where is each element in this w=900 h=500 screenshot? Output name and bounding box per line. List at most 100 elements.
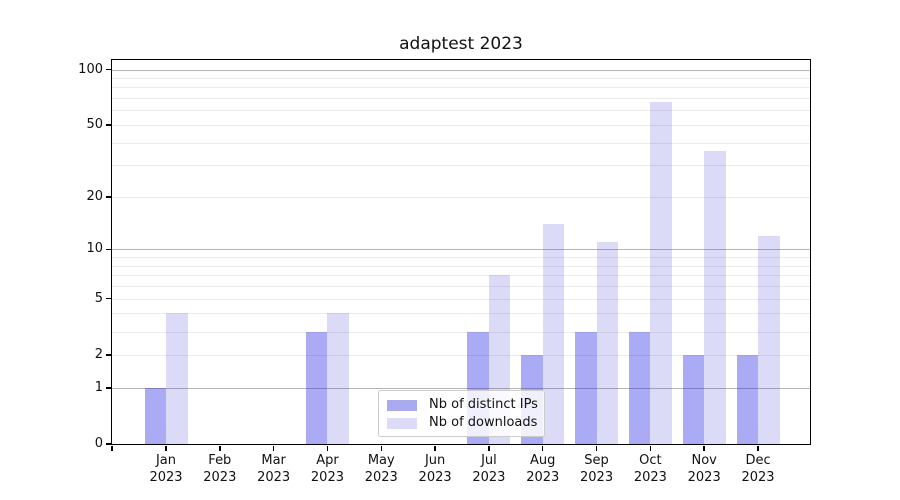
x-tick-mark [649, 445, 652, 451]
x-tick-mark [326, 445, 329, 451]
x-tick-label-month: Mar [261, 453, 286, 468]
bar-downloads [166, 313, 188, 444]
x-tick-label: Oct 2023 [622, 452, 678, 486]
x-tick-label: Aug 2023 [515, 452, 571, 486]
x-tick-mark [380, 445, 383, 451]
x-tick-label-year: 2023 [364, 470, 398, 485]
x-tick-label-year: 2023 [257, 470, 291, 485]
legend-swatch [387, 417, 417, 429]
chart-title: adaptest 2023 [399, 34, 523, 54]
x-tick-label: Sep 2023 [569, 452, 625, 486]
bar-downloads [704, 150, 726, 444]
major-gridline [112, 249, 810, 251]
y-tick-mark [105, 443, 111, 445]
y-tick-label: 100 [78, 61, 103, 77]
bar-distinct-ips [575, 331, 597, 444]
minor-gridline [112, 142, 810, 144]
x-tick-label-year: 2023 [310, 470, 344, 485]
x-tick-label: Feb 2023 [192, 452, 248, 486]
bar-downloads [758, 235, 780, 444]
x-tick-mark [703, 445, 705, 451]
y-tick-label: 2 [94, 346, 103, 362]
y-tick-mark [105, 68, 111, 71]
y-tick-mark [105, 297, 111, 300]
x-tick-label-year: 2023 [741, 470, 775, 485]
y-tick-label: 1 [94, 379, 103, 395]
legend-item: Nb of distinct IPs [387, 396, 538, 414]
x-tick-label-month: Apr [316, 453, 339, 468]
y-tick-mark [105, 248, 111, 251]
legend-swatch [387, 399, 417, 411]
legend: Nb of distinct IPs Nb of downloads [378, 390, 545, 437]
x-tick-label-month: Dec [745, 453, 771, 468]
minor-gridline [112, 257, 810, 259]
y-tick-mark [105, 124, 111, 126]
minor-gridline [112, 87, 810, 89]
minor-gridline [112, 196, 810, 198]
minor-gridline [112, 124, 810, 126]
x-tick-label: Dec 2023 [730, 452, 786, 486]
minor-gridline [112, 110, 810, 112]
bar-downloads [596, 242, 619, 444]
minor-gridline [112, 265, 810, 267]
y-tick-mark [105, 387, 111, 389]
bar-distinct-ips [682, 354, 705, 444]
x-tick-mark [165, 445, 167, 451]
bar-downloads [650, 101, 672, 444]
x-tick-mark [272, 445, 275, 451]
major-gridline [112, 69, 810, 71]
minor-gridline [112, 286, 810, 288]
minor-gridline [112, 98, 810, 100]
x-tick-label-month: Jul [481, 453, 497, 468]
x-tick-label-year: 2023 [418, 470, 452, 485]
x-tick-label: May 2023 [353, 452, 409, 486]
x-tick-label-month: Jan [155, 453, 177, 468]
x-tick-label: Nov 2023 [676, 452, 732, 486]
x-tick-label-month: Nov [691, 453, 717, 468]
minor-gridline [112, 77, 810, 79]
minor-gridline [112, 165, 810, 167]
legend-label: Nb of downloads [429, 415, 538, 430]
y-tick-label: 50 [86, 116, 103, 132]
minor-gridline [112, 275, 810, 277]
x-tick-label-month: Feb [208, 453, 232, 468]
y-tick-label: 10 [86, 241, 103, 257]
x-tick-label-year: 2023 [203, 470, 237, 485]
x-tick-label-month: Sep [584, 453, 609, 468]
bar-distinct-ips [144, 387, 166, 444]
legend-label: Nb of distinct IPs [429, 397, 538, 412]
x-tick-label-year: 2023 [580, 470, 614, 485]
y-tick-mark [105, 354, 111, 356]
y-tick-label: 5 [94, 290, 103, 306]
x-tick-label-year: 2023 [472, 470, 506, 485]
x-tick-mark [434, 445, 436, 451]
x-tick-label-year: 2023 [633, 470, 667, 485]
minor-gridline [112, 313, 810, 315]
x-tick-label: Mar 2023 [246, 452, 302, 486]
x-tick-label: Jul 2023 [461, 452, 517, 486]
bar-distinct-ips [736, 354, 759, 444]
bar-downloads [327, 313, 349, 444]
x-tick-label: Apr 2023 [299, 452, 355, 486]
major-gridline [112, 387, 810, 389]
bar-downloads [542, 224, 565, 444]
legend-item: Nb of downloads [387, 414, 538, 432]
x-tick-label-month: Oct [639, 453, 662, 468]
x-tick-mark [219, 445, 221, 451]
x-tick-label: Jan 2023 [138, 452, 194, 486]
x-tick-mark [111, 445, 113, 451]
x-tick-label: Jun 2023 [407, 452, 463, 486]
x-tick-label-year: 2023 [149, 470, 183, 485]
x-tick-label-month: May [367, 453, 395, 468]
y-tick-label: 0 [94, 436, 103, 451]
x-tick-mark [541, 445, 544, 451]
y-tick-label: 20 [86, 188, 103, 204]
bar-distinct-ips [628, 331, 651, 444]
x-tick-mark [488, 445, 490, 451]
minor-gridline [112, 354, 810, 356]
x-tick-mark [595, 445, 598, 451]
x-tick-mark [757, 445, 759, 451]
x-tick-label-year: 2023 [687, 470, 721, 485]
y-tick-mark [105, 196, 111, 198]
